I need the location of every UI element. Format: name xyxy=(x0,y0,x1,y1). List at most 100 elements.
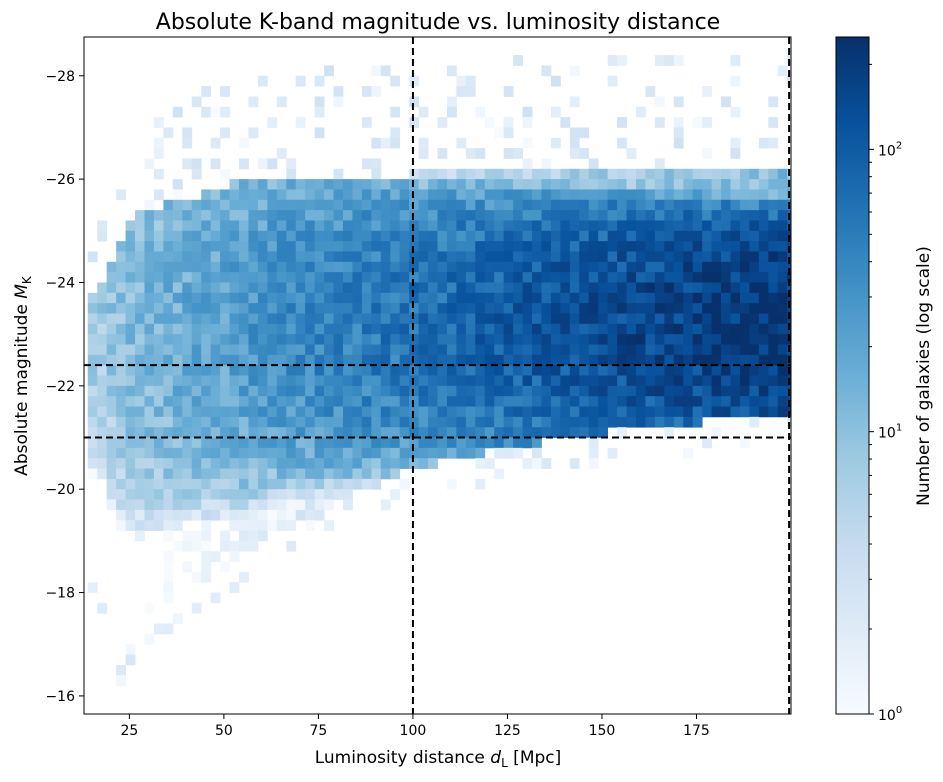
heatmap-cell xyxy=(635,313,646,325)
heatmap-cell xyxy=(191,375,202,387)
y-tick-label: −28 xyxy=(45,69,75,85)
heatmap-cell xyxy=(144,447,155,459)
heatmap-cell xyxy=(182,396,193,407)
heatmap-cell xyxy=(333,96,344,108)
heatmap-cell xyxy=(371,137,382,149)
heatmap-cell xyxy=(248,272,259,283)
heatmap-cell xyxy=(276,437,287,449)
heatmap-cell xyxy=(560,282,571,294)
heatmap-cell xyxy=(692,251,703,263)
heatmap-cell xyxy=(125,509,136,521)
heatmap-cell xyxy=(97,416,108,428)
heatmap-cell xyxy=(333,199,344,211)
heatmap-cell xyxy=(702,385,712,397)
heatmap-cell xyxy=(229,427,240,438)
heatmap-cell xyxy=(106,365,117,376)
heatmap-cell xyxy=(361,375,372,387)
heatmap-cell xyxy=(437,189,448,201)
heatmap-cell xyxy=(626,282,637,294)
heatmap-cell xyxy=(125,447,136,459)
heatmap-cell xyxy=(229,365,240,376)
heatmap-cell xyxy=(116,437,126,449)
heatmap-cell xyxy=(371,447,382,459)
heatmap-cell xyxy=(787,261,791,273)
heatmap-cell xyxy=(295,499,306,511)
heatmap-cell xyxy=(333,323,344,335)
heatmap-cell xyxy=(390,344,401,356)
heatmap-cell xyxy=(201,375,212,387)
heatmap-cell xyxy=(314,251,325,263)
heatmap-cell xyxy=(87,375,98,387)
heatmap-cell xyxy=(654,96,665,108)
heatmap-cell xyxy=(673,210,684,221)
heatmap-cell xyxy=(768,334,779,345)
heatmap-cell xyxy=(522,261,533,273)
heatmap-cell xyxy=(324,272,334,283)
heatmap-cell xyxy=(229,540,240,552)
heatmap-cell xyxy=(380,468,391,480)
heatmap-cell xyxy=(579,127,590,139)
heatmap-cell xyxy=(465,334,476,345)
heatmap-cell xyxy=(569,354,580,366)
heatmap-cell xyxy=(314,127,325,139)
heatmap-cell xyxy=(220,489,230,500)
heatmap-cell xyxy=(560,292,571,304)
heatmap-cell xyxy=(239,530,249,542)
heatmap-cell xyxy=(191,241,202,252)
heatmap-cell xyxy=(201,272,212,283)
heatmap-cell xyxy=(475,272,486,283)
heatmap-cell xyxy=(248,354,259,366)
heatmap-cell xyxy=(635,303,646,314)
heatmap-cell xyxy=(721,354,731,366)
heatmap-cell xyxy=(711,251,722,263)
heatmap-cell xyxy=(541,65,552,77)
heatmap-cell xyxy=(503,168,514,180)
heatmap-cell xyxy=(144,282,155,294)
heatmap-cell xyxy=(484,385,495,397)
heatmap-cell xyxy=(768,199,779,211)
heatmap-cell xyxy=(702,179,712,190)
heatmap-cell xyxy=(191,230,202,242)
heatmap-cell xyxy=(333,354,344,366)
heatmap-cell xyxy=(314,489,325,500)
heatmap-cell xyxy=(276,385,287,397)
heatmap-cell xyxy=(286,251,297,263)
heatmap-cell xyxy=(153,313,164,325)
heatmap-cell xyxy=(654,210,665,221)
heatmap-cell xyxy=(607,220,618,232)
heatmap-cell xyxy=(201,416,212,428)
heatmap-cell xyxy=(428,416,438,428)
heatmap-cell xyxy=(456,230,467,242)
heatmap-cell xyxy=(465,241,476,252)
heatmap-cell xyxy=(135,406,145,418)
heatmap-cell xyxy=(116,396,126,407)
heatmap-cell xyxy=(522,458,533,469)
heatmap-cell xyxy=(702,220,712,232)
heatmap-cell xyxy=(409,427,419,438)
heatmap-cell xyxy=(399,323,410,335)
heatmap-cell xyxy=(125,499,136,511)
heatmap-cell xyxy=(777,292,788,304)
heatmap-cell xyxy=(371,251,382,263)
heatmap-cell xyxy=(721,230,731,242)
heatmap-cell xyxy=(494,427,505,438)
heatmap-cell xyxy=(333,241,344,252)
heatmap-cell xyxy=(286,468,297,480)
heatmap-cell xyxy=(257,478,268,490)
heatmap-cell xyxy=(456,282,467,294)
heatmap-cell xyxy=(239,272,249,283)
heatmap-cell xyxy=(182,509,193,521)
heatmap-cell xyxy=(342,230,353,242)
heatmap-cell xyxy=(579,230,590,242)
heatmap-cell xyxy=(295,458,306,469)
heatmap-cell xyxy=(248,241,259,252)
heatmap-cell xyxy=(503,199,514,211)
heatmap-cell xyxy=(607,396,618,407)
heatmap-cell xyxy=(664,344,675,356)
heatmap-cell xyxy=(295,489,306,500)
heatmap-cell xyxy=(172,230,183,242)
heatmap-cell xyxy=(135,313,145,325)
heatmap-cell xyxy=(673,303,684,314)
heatmap-cell xyxy=(758,323,769,335)
heatmap-cell xyxy=(333,344,344,356)
